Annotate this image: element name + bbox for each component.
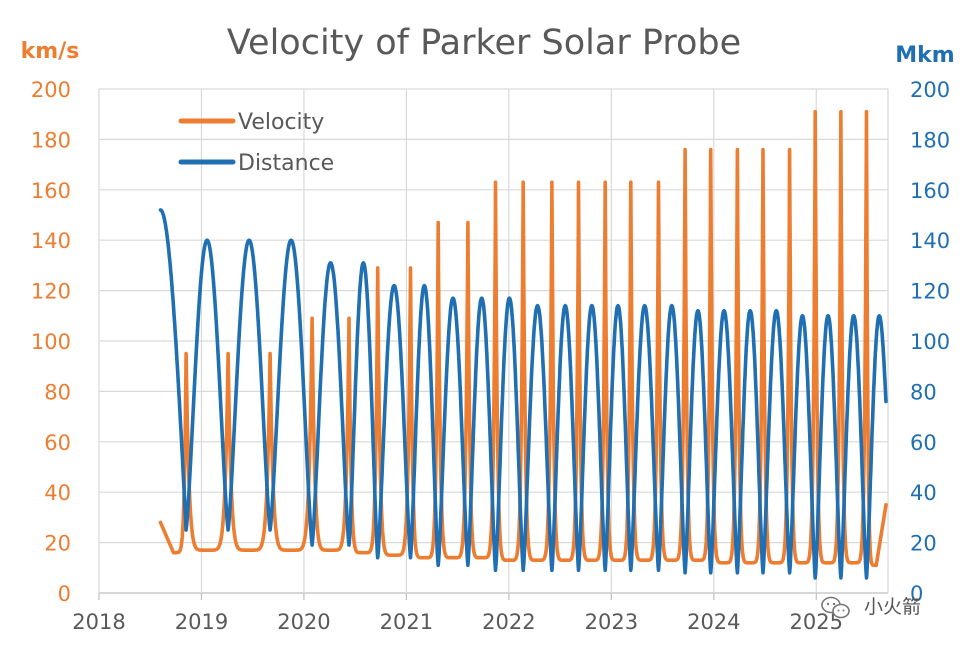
x-tick-label: 2019: [175, 610, 228, 634]
x-tick-label: 2022: [482, 610, 535, 634]
wechat-icon: [821, 596, 850, 619]
y-right-tick-label: 140: [910, 229, 950, 253]
y-left-tick-label: 160: [31, 179, 71, 203]
series-group: [158, 109, 888, 580]
y-left-tick-label: 120: [31, 280, 71, 304]
y-right-unit: Mkm: [895, 43, 954, 68]
y-right-tick-label: 40: [910, 481, 937, 505]
x-tick-label: 2018: [72, 610, 125, 634]
y-right-tick-label: 20: [910, 532, 937, 556]
y-left-tick-label: 0: [58, 582, 71, 606]
x-tick-label: 2023: [585, 610, 638, 634]
legend: Velocity Distance: [178, 110, 334, 176]
x-tick-label: 2020: [277, 610, 330, 634]
y-right-tick-label: 120: [910, 280, 950, 304]
y-left-tick-label: 200: [31, 78, 71, 102]
y-left-ticks: 0 20 40 60 80 100 120 140 160 180 200: [31, 78, 71, 606]
y-right-tick-label: 100: [910, 330, 950, 354]
y-left-tick-label: 80: [44, 380, 71, 404]
y-right-tick-label: 200: [910, 78, 950, 102]
x-tick-label: 2021: [380, 610, 433, 634]
y-left-unit: km/s: [21, 39, 80, 64]
y-left-tick-label: 60: [44, 431, 71, 455]
y-right-tick-label: 160: [910, 179, 950, 203]
chart-title: Velocity of Parker Solar Probe: [227, 23, 741, 63]
x-tick-label: 2024: [687, 610, 740, 634]
y-right-tick-label: 180: [910, 128, 950, 152]
distance-line: [158, 208, 888, 580]
legend-velocity-label: Velocity: [238, 110, 324, 135]
y-left-tick-label: 20: [44, 532, 71, 556]
y-left-tick-label: 180: [31, 128, 71, 152]
watermark: 小火箭: [821, 596, 921, 619]
y-right-tick-label: 60: [910, 431, 937, 455]
y-right-tick-label: 0: [910, 582, 923, 606]
y-left-tick-label: 140: [31, 229, 71, 253]
x-ticks: 2018 2019 2020 2021 2022 2023 2024 2025: [72, 610, 843, 634]
y-right-ticks: 0 20 40 60 80 100 120 140 160 180 200: [910, 78, 950, 606]
legend-distance-label: Distance: [238, 151, 334, 176]
velocity-line: [158, 109, 888, 568]
y-left-tick-label: 40: [44, 481, 71, 505]
watermark-label: 小火箭: [864, 596, 921, 618]
y-right-tick-label: 80: [910, 380, 937, 404]
y-left-tick-label: 100: [31, 330, 71, 354]
